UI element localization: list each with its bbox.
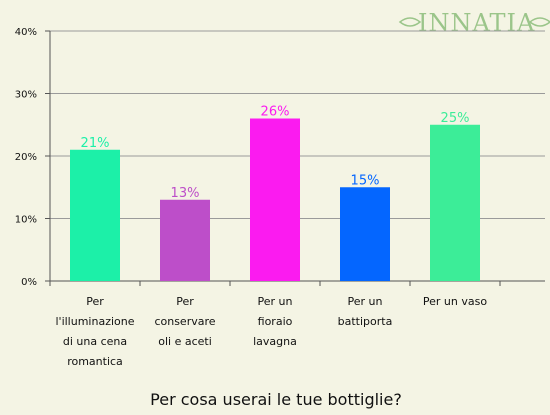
category-label: Per [86, 295, 104, 308]
y-tick-label: 0% [21, 277, 37, 288]
chart-title: Per cosa userai le tue bottiglie? [150, 390, 402, 409]
category-label: fioraio [258, 315, 293, 328]
value-label: 26% [261, 105, 290, 120]
category-label: Per un vaso [423, 295, 487, 308]
category-label: l'illuminazione [55, 315, 134, 328]
value-label: 13% [171, 186, 200, 201]
logo-text: INNATIA [418, 9, 535, 37]
category-label: di una cena [63, 335, 127, 348]
bar [160, 199, 210, 281]
value-label: 15% [351, 173, 380, 188]
bar [70, 149, 120, 281]
category-label: lavagna [253, 335, 297, 348]
category-label: oli e aceti [158, 335, 212, 348]
y-tick-label: 30% [15, 90, 37, 101]
category-label: Per [176, 295, 194, 308]
bar [250, 118, 300, 281]
category-label: Per un [258, 295, 293, 308]
value-label: 25% [441, 111, 470, 126]
y-tick-label: 10% [15, 215, 37, 226]
y-tick-label: 40% [15, 27, 37, 38]
category-label: battiporta [338, 315, 393, 328]
innatia-logo: INNATIA [398, 9, 550, 37]
bar [430, 124, 480, 281]
category-label: Per un [348, 295, 383, 308]
bar [340, 187, 390, 281]
category-label: conservare [154, 315, 215, 328]
y-tick-label: 20% [15, 152, 37, 163]
category-label: romantica [67, 355, 123, 368]
value-label: 21% [81, 136, 110, 151]
